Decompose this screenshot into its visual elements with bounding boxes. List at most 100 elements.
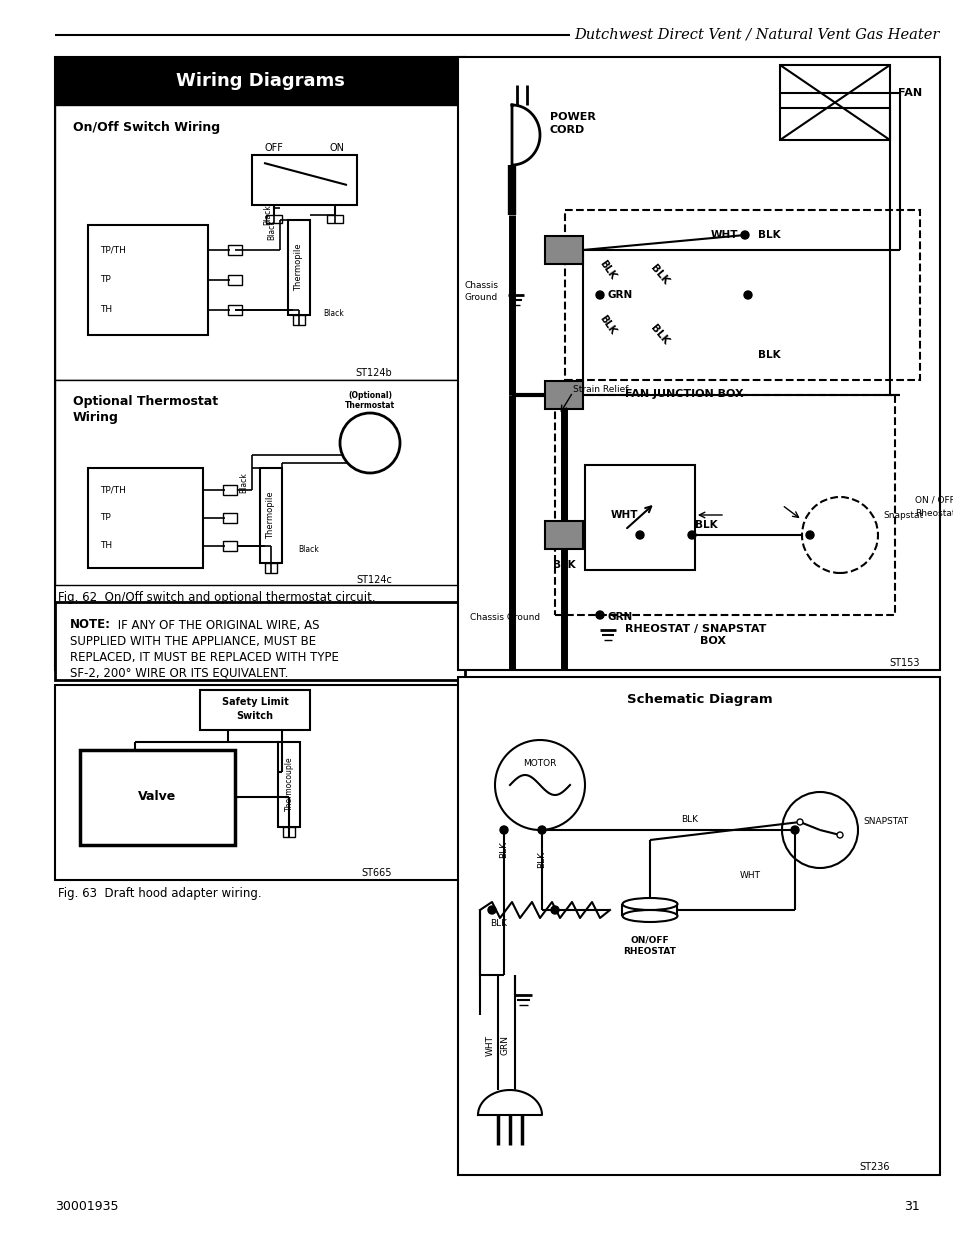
Text: SNAPSTAT: SNAPSTAT xyxy=(862,818,907,826)
Text: Dutchwest Direct Vent / Natural Vent Gas Heater: Dutchwest Direct Vent / Natural Vent Gas… xyxy=(574,28,939,42)
Text: Black: Black xyxy=(263,204,273,225)
Circle shape xyxy=(836,832,842,839)
Ellipse shape xyxy=(622,898,677,910)
Bar xyxy=(564,210,919,380)
Bar xyxy=(80,750,234,845)
Text: ON/OFF: ON/OFF xyxy=(630,935,669,945)
Text: SUPPLIED WITH THE APPLIANCE, MUST BE: SUPPLIED WITH THE APPLIANCE, MUST BE xyxy=(70,635,315,647)
Text: OFF: OFF xyxy=(264,143,283,153)
Text: BLK: BLK xyxy=(758,230,780,240)
Text: CORD: CORD xyxy=(550,125,584,135)
Text: Strain Relief: Strain Relief xyxy=(573,385,628,394)
Bar xyxy=(228,305,242,315)
Polygon shape xyxy=(477,1091,541,1115)
Bar xyxy=(288,220,310,315)
Circle shape xyxy=(495,740,584,830)
Text: SF-2, 200° WIRE OR ITS EQUIVALENT.: SF-2, 200° WIRE OR ITS EQUIVALENT. xyxy=(70,667,288,679)
Bar xyxy=(223,485,236,495)
Text: BLK: BLK xyxy=(499,841,508,858)
Circle shape xyxy=(796,819,802,825)
Text: TP/TH: TP/TH xyxy=(100,246,126,254)
Bar xyxy=(584,466,695,571)
Circle shape xyxy=(790,826,799,834)
Circle shape xyxy=(537,826,545,834)
Text: TP/TH: TP/TH xyxy=(100,485,126,494)
Bar xyxy=(223,541,236,551)
Text: BLK: BLK xyxy=(552,559,575,571)
Bar xyxy=(327,215,343,224)
Text: ON: ON xyxy=(329,143,344,153)
Text: BLK: BLK xyxy=(758,350,780,359)
Circle shape xyxy=(488,906,496,914)
Bar xyxy=(88,468,203,568)
Bar xyxy=(228,275,242,285)
Text: Switch: Switch xyxy=(236,711,274,721)
Text: Thermocouple: Thermocouple xyxy=(284,757,294,811)
Bar xyxy=(55,105,464,380)
Text: TP: TP xyxy=(100,275,111,284)
Ellipse shape xyxy=(622,910,677,923)
Circle shape xyxy=(339,412,399,473)
Circle shape xyxy=(687,531,696,538)
Text: FAN JUNCTION BOX: FAN JUNCTION BOX xyxy=(624,389,742,399)
Text: NOTE:: NOTE: xyxy=(70,619,111,631)
Bar xyxy=(544,382,582,409)
Circle shape xyxy=(636,531,643,538)
Bar xyxy=(55,685,464,881)
Bar xyxy=(252,156,356,205)
Bar xyxy=(55,57,464,105)
Bar xyxy=(457,57,939,671)
Text: Wiring: Wiring xyxy=(73,411,119,425)
Bar xyxy=(88,225,208,335)
Text: Ground: Ground xyxy=(464,294,497,303)
Bar xyxy=(457,677,939,1174)
Text: BOX: BOX xyxy=(700,636,725,646)
Bar xyxy=(277,742,299,827)
Text: Thermostat: Thermostat xyxy=(345,400,395,410)
Text: TH: TH xyxy=(100,305,112,315)
Bar xyxy=(55,601,464,680)
Text: BLK: BLK xyxy=(598,314,618,336)
Text: Snapstat: Snapstat xyxy=(882,510,923,520)
Text: POWER: POWER xyxy=(550,112,596,122)
Bar xyxy=(228,245,242,254)
Text: Chassis: Chassis xyxy=(464,280,498,289)
Circle shape xyxy=(596,291,603,299)
Text: (Optional): (Optional) xyxy=(348,390,392,399)
Bar xyxy=(55,57,464,671)
Bar xyxy=(266,215,282,224)
Text: On/Off Switch Wiring: On/Off Switch Wiring xyxy=(73,121,220,133)
Text: Black: Black xyxy=(239,473,248,493)
Text: RHEOSTAT / SNAPSTAT: RHEOSTAT / SNAPSTAT xyxy=(624,624,765,634)
Bar xyxy=(555,395,894,615)
Text: GRN: GRN xyxy=(500,1035,509,1055)
Bar xyxy=(55,380,464,585)
Text: ON / OFF: ON / OFF xyxy=(914,495,953,505)
Text: Chassis Ground: Chassis Ground xyxy=(470,613,539,621)
Text: ST124c: ST124c xyxy=(355,576,392,585)
Circle shape xyxy=(805,531,813,538)
Text: FAN: FAN xyxy=(897,88,922,98)
Text: REPLACED, IT MUST BE REPLACED WITH TYPE: REPLACED, IT MUST BE REPLACED WITH TYPE xyxy=(70,651,338,663)
Text: BLK: BLK xyxy=(680,815,698,825)
Text: BLK: BLK xyxy=(490,920,506,929)
Text: ST124b: ST124b xyxy=(355,368,392,378)
Text: ST665: ST665 xyxy=(361,868,392,878)
Text: MOTOR: MOTOR xyxy=(523,758,557,767)
Text: ST153: ST153 xyxy=(888,658,919,668)
Text: IF ANY OF THE ORIGINAL WIRE, AS: IF ANY OF THE ORIGINAL WIRE, AS xyxy=(113,619,319,631)
Text: Fig. 63  Draft hood adapter wiring.: Fig. 63 Draft hood adapter wiring. xyxy=(58,887,261,899)
Text: Black: Black xyxy=(297,545,318,553)
Text: Valve: Valve xyxy=(138,790,176,804)
Circle shape xyxy=(781,792,857,868)
Bar xyxy=(265,563,276,573)
Text: GRN: GRN xyxy=(607,613,633,622)
Text: BLK: BLK xyxy=(648,324,670,347)
Text: BLK: BLK xyxy=(537,851,546,868)
Bar xyxy=(544,521,582,550)
Bar xyxy=(200,690,310,730)
Polygon shape xyxy=(512,105,539,165)
Text: 31: 31 xyxy=(903,1200,919,1214)
Text: Black: Black xyxy=(323,309,343,317)
Text: 30001935: 30001935 xyxy=(55,1200,118,1214)
